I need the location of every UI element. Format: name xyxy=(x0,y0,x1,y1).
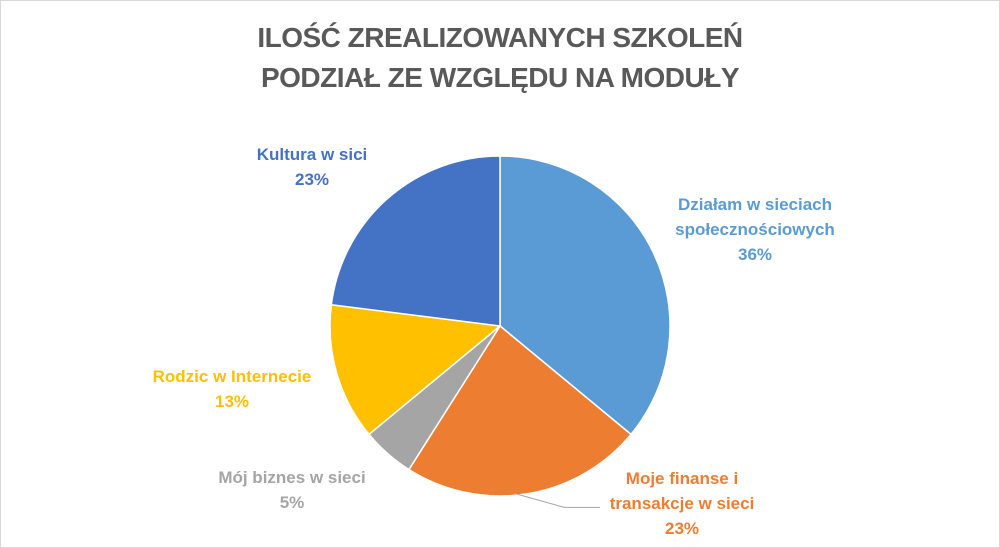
slice-category-label-1: Moje finanse i xyxy=(626,469,738,488)
slice-category-label-4: Kultura w sici xyxy=(257,145,368,164)
leader-line xyxy=(514,492,600,508)
pie-slice-1 xyxy=(407,324,633,497)
slice-category-label-0: społecznościowych xyxy=(675,220,835,239)
slice-value-label-4: 23% xyxy=(295,170,329,189)
slice-category-label-0: Działam w sieciach xyxy=(678,195,832,214)
pie-slice-3 xyxy=(329,303,502,436)
pie-slice-0 xyxy=(499,155,671,436)
slice-value-label-3: 13% xyxy=(215,392,249,411)
slice-value-label-2: 5% xyxy=(280,493,305,512)
chart-title-line-1: ILOŚĆ ZREALIZOWANYCH SZKOLEŃ xyxy=(257,22,743,53)
chart-title-line-2: PODZIAŁ ZE WZGLĘDU NA MODUŁY xyxy=(260,62,740,93)
slice-value-label-0: 36% xyxy=(738,245,772,264)
slice-category-label-3: Rodzic w Internecie xyxy=(153,367,312,386)
pie-slice-4 xyxy=(330,155,501,327)
slice-value-label-1: 23% xyxy=(665,519,699,538)
slice-category-label-1: transakcje w sieci xyxy=(610,494,755,513)
slice-category-label-2: Mój biznes w sieci xyxy=(218,468,365,487)
